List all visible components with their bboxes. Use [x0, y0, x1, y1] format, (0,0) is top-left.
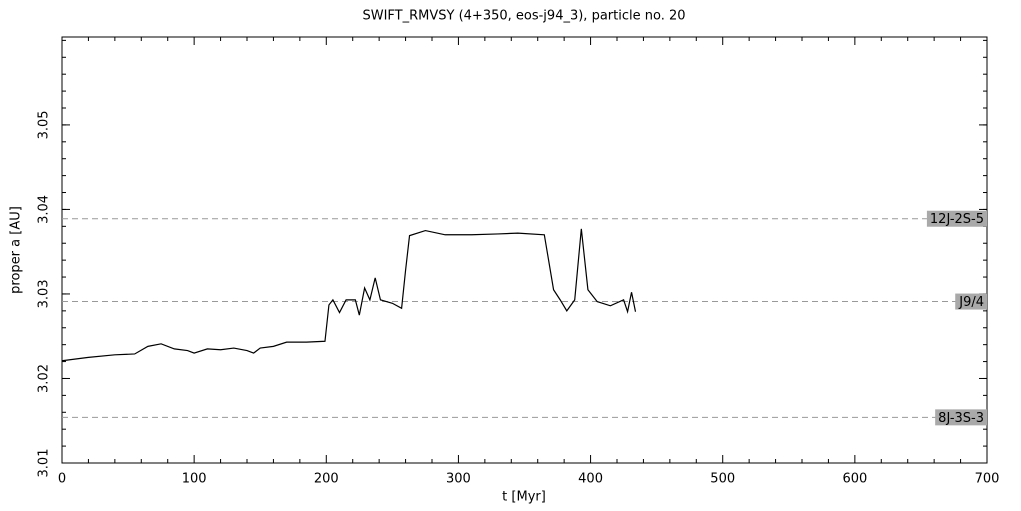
x-tick-label: 200 — [314, 472, 339, 487]
chart-title: SWIFT_RMVSY (4+350, eos-j94_3), particle… — [362, 9, 685, 24]
plot-frame — [61, 36, 988, 464]
x-tick-label: 600 — [842, 472, 867, 487]
y-tick-label: 3.05 — [37, 110, 52, 139]
x-tick-label: 100 — [182, 472, 207, 487]
y-tick-label: 3.04 — [37, 195, 52, 224]
x-tick-label: 400 — [578, 472, 603, 487]
y-axis-label: proper a [AU] — [9, 206, 24, 294]
data-line — [61, 228, 637, 362]
x-tick-label: 0 — [58, 472, 66, 487]
resonance-label: 12J-2S-5 — [930, 212, 984, 227]
y-tick-label: 3.03 — [37, 279, 52, 308]
x-axis-label: t [Myr] — [502, 490, 546, 505]
resonance-label-bg — [935, 409, 987, 426]
resonance-label-bg — [926, 210, 987, 227]
resonance-label: 8J-3S-3 — [938, 411, 984, 426]
y-tick-label: 3.01 — [37, 449, 52, 478]
resonance-label-bg — [955, 293, 987, 310]
resonance-label: J9/4 — [958, 295, 984, 310]
x-tick-label: 300 — [446, 472, 471, 487]
x-tick-label: 500 — [710, 472, 735, 487]
y-tick-label: 3.02 — [37, 364, 52, 393]
x-tick-label: 700 — [975, 472, 1000, 487]
